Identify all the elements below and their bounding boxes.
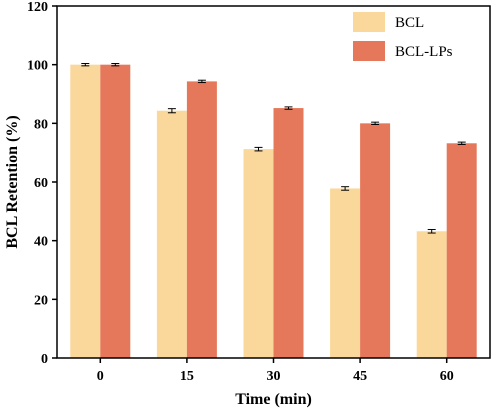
y-tick-label: 40 xyxy=(34,235,48,250)
bars-layer xyxy=(70,64,477,359)
bar-bcl-15 xyxy=(156,110,187,358)
legend-swatch-bcl-lps xyxy=(353,41,385,61)
legend-label-bcl: BCL xyxy=(395,15,424,31)
x-axis-title: Time (min) xyxy=(235,391,312,408)
bar-bcl-lps-15 xyxy=(186,81,217,359)
y-tick-label: 20 xyxy=(34,293,48,308)
bar-bcl-30 xyxy=(243,149,274,358)
y-axis: 0 20 40 60 80 100 120 xyxy=(27,0,57,367)
x-tick-label: 60 xyxy=(440,369,454,384)
x-tick-label: 30 xyxy=(267,369,281,384)
errorbars-layer xyxy=(81,62,466,234)
y-axis-title: BCL Retention (%) xyxy=(4,115,21,248)
y-tick-label: 0 xyxy=(41,352,48,367)
x-axis: 0 15 30 45 60 xyxy=(97,358,454,384)
legend-swatch-bcl xyxy=(353,12,385,32)
bar-bcl-lps-45 xyxy=(360,123,391,358)
bar-bcl-60 xyxy=(416,231,447,358)
y-tick-label: 120 xyxy=(27,0,48,15)
y-tick-label: 80 xyxy=(34,117,48,132)
y-tick-label: 60 xyxy=(34,176,48,191)
bar-bcl-0 xyxy=(70,64,101,359)
legend-label-bcl-lps: BCL-LPs xyxy=(395,44,453,60)
x-tick-label: 15 xyxy=(180,369,194,384)
x-tick-label: 45 xyxy=(353,369,367,384)
bar-bcl-lps-60 xyxy=(446,143,477,358)
legend: BCL BCL-LPs xyxy=(353,12,453,61)
bar-bcl-45 xyxy=(330,188,361,358)
bar-bcl-lps-0 xyxy=(100,64,131,359)
y-tick-label: 100 xyxy=(27,59,48,74)
bar-bcl-lps-30 xyxy=(273,108,304,358)
x-tick-label: 0 xyxy=(97,369,104,384)
